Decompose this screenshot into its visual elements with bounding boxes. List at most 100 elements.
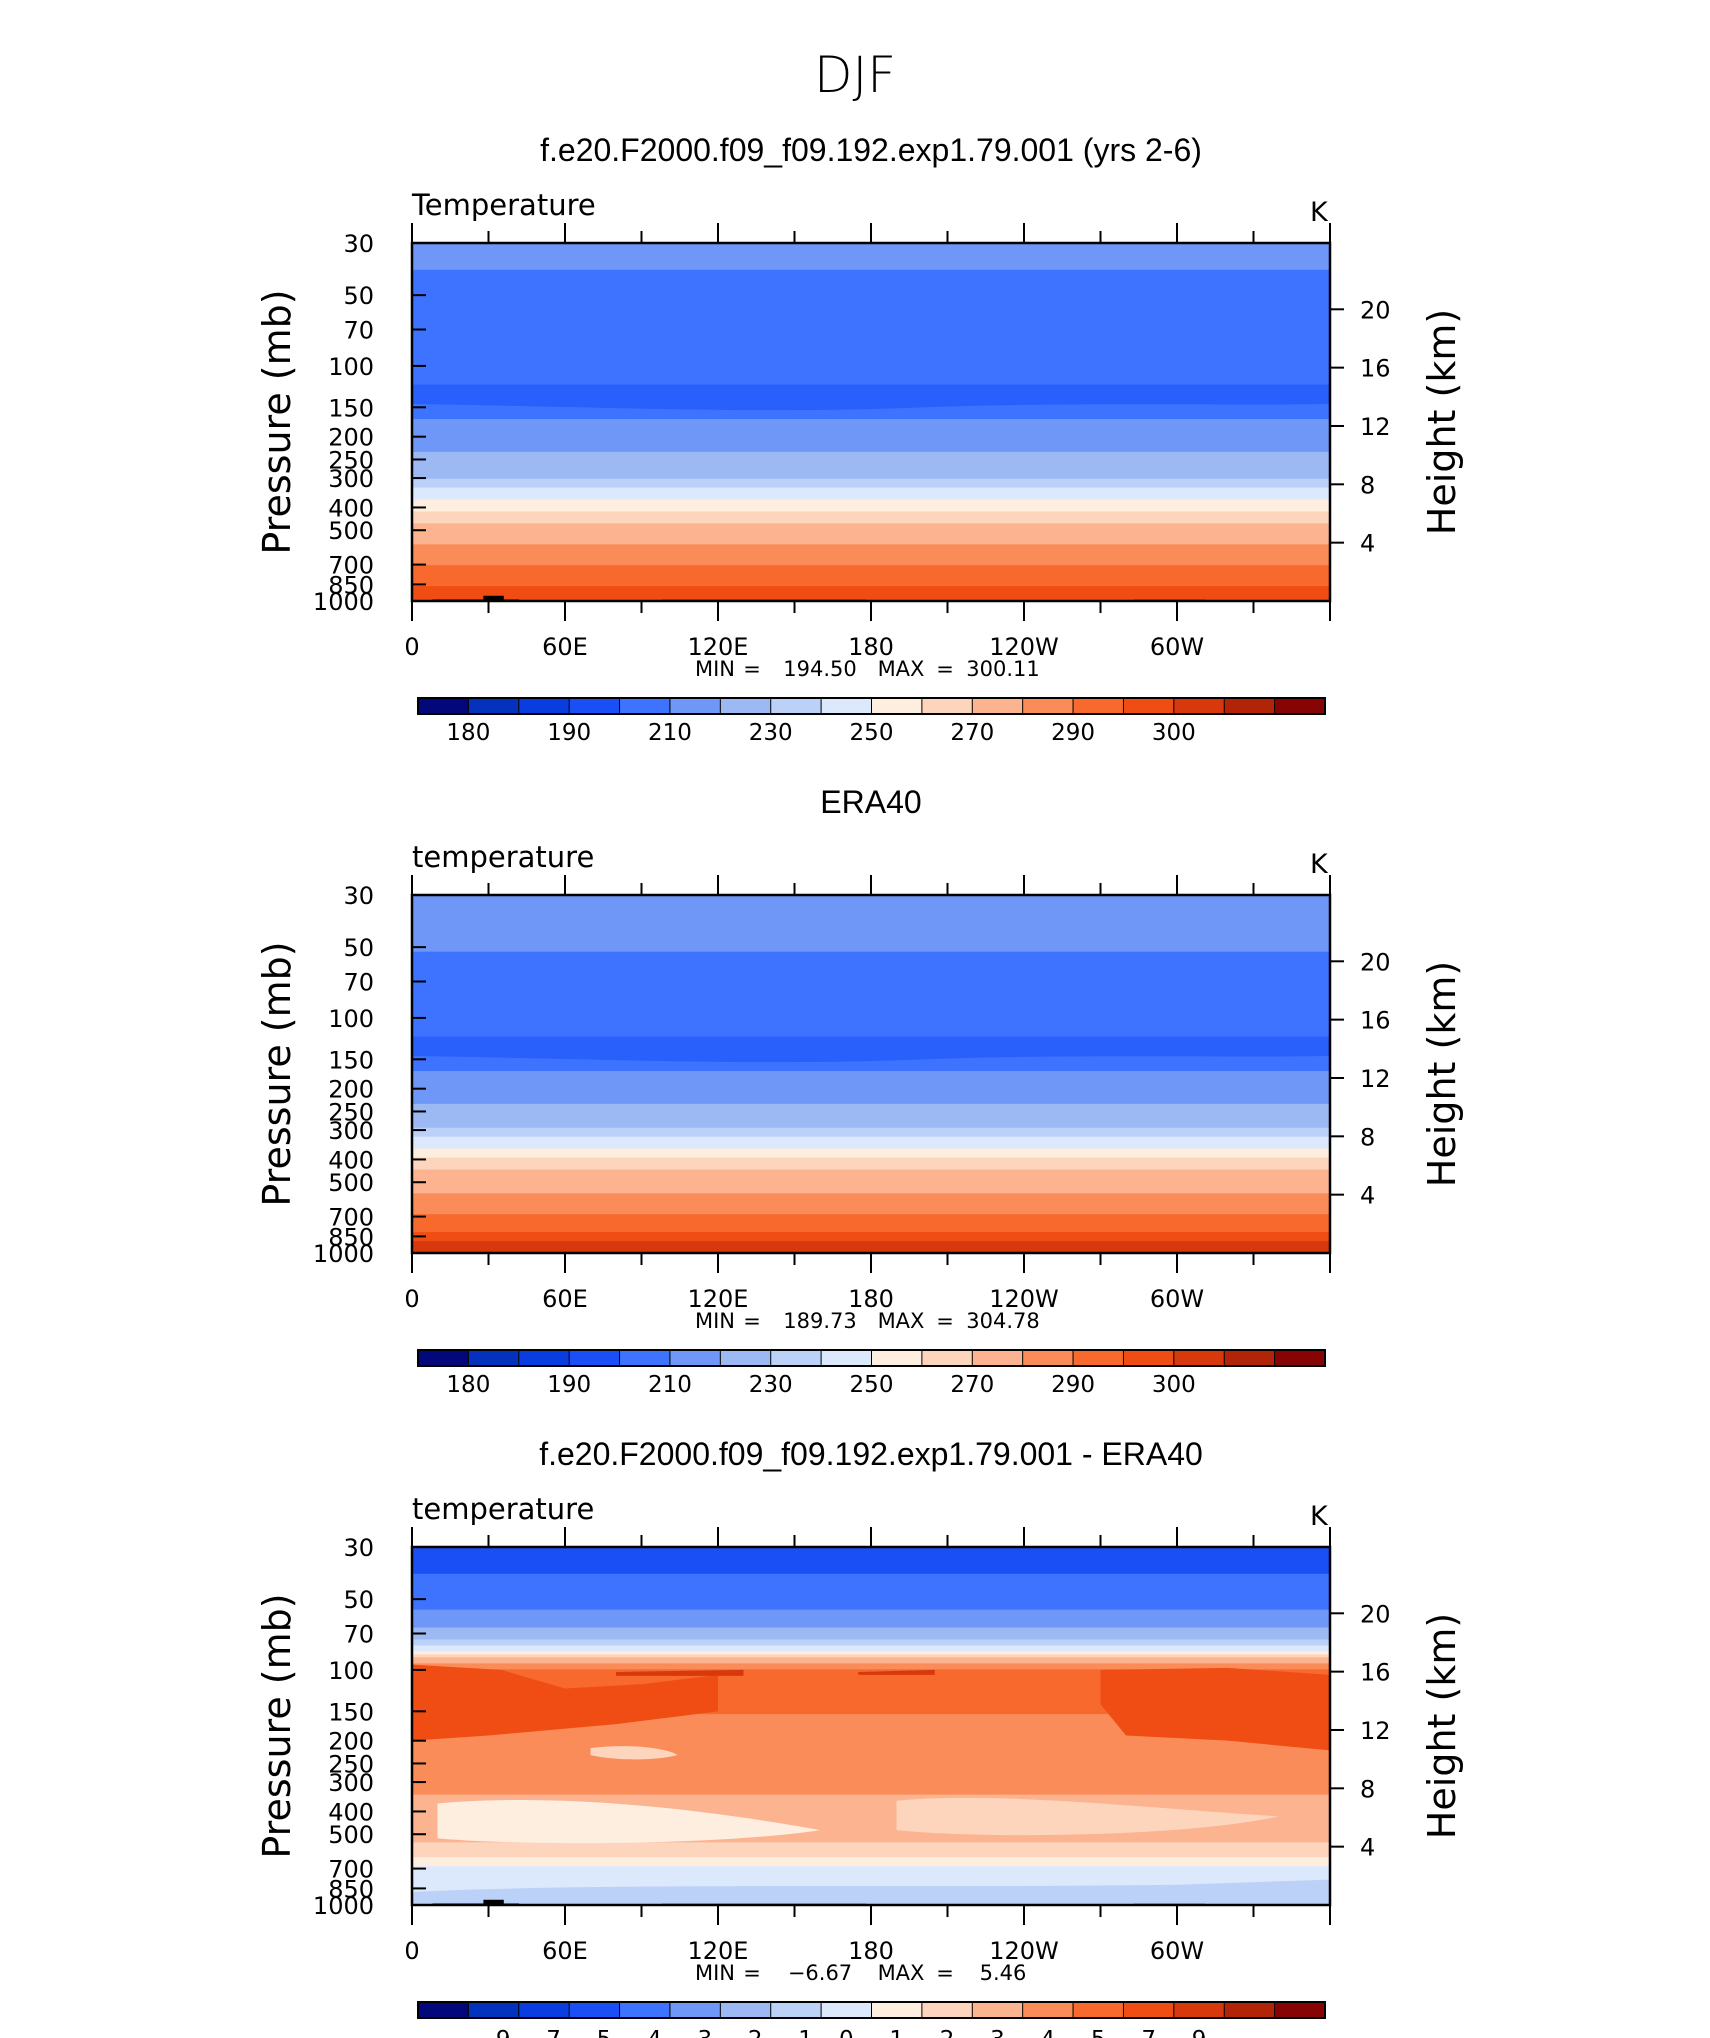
y-tick-label: 70 xyxy=(343,969,374,997)
height-tick-label: 8 xyxy=(1360,1775,1375,1803)
colorbar-frame xyxy=(417,697,1326,715)
colorbar-swatch xyxy=(1022,2001,1074,2019)
colorbar-swatch xyxy=(719,697,772,715)
height-tick-label: 12 xyxy=(1360,1065,1391,1093)
colorbar-swatch xyxy=(770,1349,823,1367)
height-tick-label: 4 xyxy=(1360,1182,1375,1210)
contour-band xyxy=(412,1654,1330,1658)
contour-region xyxy=(590,1746,678,1760)
colorbar-swatch xyxy=(871,2001,923,2019)
colorbar-label: 0 xyxy=(839,2027,854,2038)
contour-band xyxy=(412,1241,1330,1253)
y-tick-label: 850 xyxy=(328,1875,374,1903)
contour-band xyxy=(412,1657,1330,1664)
y-tick-label: 1000 xyxy=(313,1240,374,1268)
contour-band xyxy=(412,1627,1330,1641)
x-tick-label: 60E xyxy=(542,1285,588,1313)
max-equals: = xyxy=(936,1309,954,1333)
contour-band xyxy=(412,1148,1330,1159)
colorbar-swatch xyxy=(417,697,470,715)
colorbar-swatch xyxy=(921,697,974,715)
colorbar-label: −7 xyxy=(527,2027,561,2038)
chart-panel-3: f.e20.F2000.f09_f09.192.exp1.79.001 - ER… xyxy=(255,1436,1464,2038)
contour-band xyxy=(412,1136,1330,1150)
x-tick-label: 120E xyxy=(688,1285,749,1313)
units-label: K xyxy=(1310,197,1329,228)
units-label: K xyxy=(1310,1501,1329,1532)
y-tick-label: 400 xyxy=(328,1146,374,1174)
y-axis-label-right: Height (km) xyxy=(1420,309,1464,535)
x-tick-label: 120W xyxy=(989,1937,1059,1965)
min-value: 189.73 xyxy=(783,1309,856,1333)
colorbar-label: 1 xyxy=(889,2027,904,2038)
y-tick-label: 70 xyxy=(343,317,374,345)
colorbar-swatch xyxy=(518,697,571,715)
y-tick-label: 100 xyxy=(328,353,374,381)
y-axis-label: Pressure (mb) xyxy=(255,941,299,1206)
colorbar-swatch xyxy=(619,697,671,715)
colorbar-label: 180 xyxy=(446,720,490,746)
colorbar-swatch xyxy=(871,1349,923,1367)
min-value: 194.50 xyxy=(783,657,856,681)
colorbar-swatch xyxy=(820,2001,873,2019)
y-tick-label: 150 xyxy=(328,1698,374,1726)
y-tick-label: 300 xyxy=(328,465,374,493)
colorbar-label: 230 xyxy=(749,1372,793,1398)
height-tick-label: 16 xyxy=(1360,1007,1391,1035)
max-label: MAX xyxy=(878,1961,925,1985)
y-axis-label: Pressure (mb) xyxy=(255,289,299,554)
max-value: 304.78 xyxy=(966,1309,1039,1333)
colorbar-swatch xyxy=(568,1349,621,1367)
colorbar-label: 290 xyxy=(1051,1372,1095,1398)
colorbar-label: 190 xyxy=(547,720,591,746)
colorbar-swatch xyxy=(417,1349,470,1367)
y-tick-label: 500 xyxy=(328,1169,374,1197)
height-tick-label: 8 xyxy=(1360,1123,1375,1151)
panel-title: ERA40 xyxy=(820,784,921,820)
colorbar-swatch xyxy=(518,2001,571,2019)
contour-band xyxy=(412,1232,1330,1242)
colorbar-swatch xyxy=(568,2001,621,2019)
colorbar-swatch xyxy=(568,697,621,715)
units-label: K xyxy=(1310,849,1329,880)
contour-region xyxy=(412,1664,718,1741)
colorbar-frame xyxy=(417,1349,1326,1367)
x-tick-label: 120E xyxy=(688,633,749,661)
y-tick-label: 500 xyxy=(328,1821,374,1849)
colorbar-swatch xyxy=(820,697,873,715)
y-tick-label: 150 xyxy=(328,394,374,422)
y-tick-label: 50 xyxy=(343,282,374,310)
y-tick-label: 30 xyxy=(343,882,374,910)
height-tick-label: 20 xyxy=(1360,296,1391,324)
height-tick-label: 4 xyxy=(1360,530,1375,558)
contour-band xyxy=(412,1842,1330,1858)
contour-region xyxy=(412,1879,1330,1905)
height-tick-label: 12 xyxy=(1360,1717,1391,1745)
colorbar-label: 300 xyxy=(1152,1372,1196,1398)
colorbar-frame xyxy=(417,2001,1326,2019)
y-tick-label: 250 xyxy=(328,446,374,474)
colorbar-swatch xyxy=(1223,1349,1276,1367)
colorbar-label: −3 xyxy=(678,2027,712,2038)
colorbar-label: −9 xyxy=(477,2027,511,2038)
height-tick-label: 16 xyxy=(1360,1659,1391,1687)
y-tick-label: 200 xyxy=(328,424,374,452)
colorbar-swatch xyxy=(1072,697,1125,715)
height-tick-label: 20 xyxy=(1360,1600,1391,1628)
min-value: −6.67 xyxy=(788,1961,852,1985)
colorbar-label: 9 xyxy=(1192,2027,1207,2038)
y-tick-label: 250 xyxy=(328,1098,374,1126)
y-tick-label: 700 xyxy=(328,1204,374,1232)
contour-band xyxy=(412,419,1330,453)
contour-band xyxy=(412,523,1330,545)
colorbar-swatch xyxy=(1122,697,1175,715)
colorbar-label: −5 xyxy=(577,2027,611,2038)
height-tick-label: 4 xyxy=(1360,1834,1375,1862)
colorbar-swatch xyxy=(619,2001,671,2019)
colorbar-label: 250 xyxy=(850,720,894,746)
variable-label: temperature xyxy=(412,1492,594,1526)
contour-band xyxy=(412,478,1330,489)
min-label: MIN xyxy=(695,1961,735,1985)
colorbar-swatch xyxy=(719,2001,772,2019)
